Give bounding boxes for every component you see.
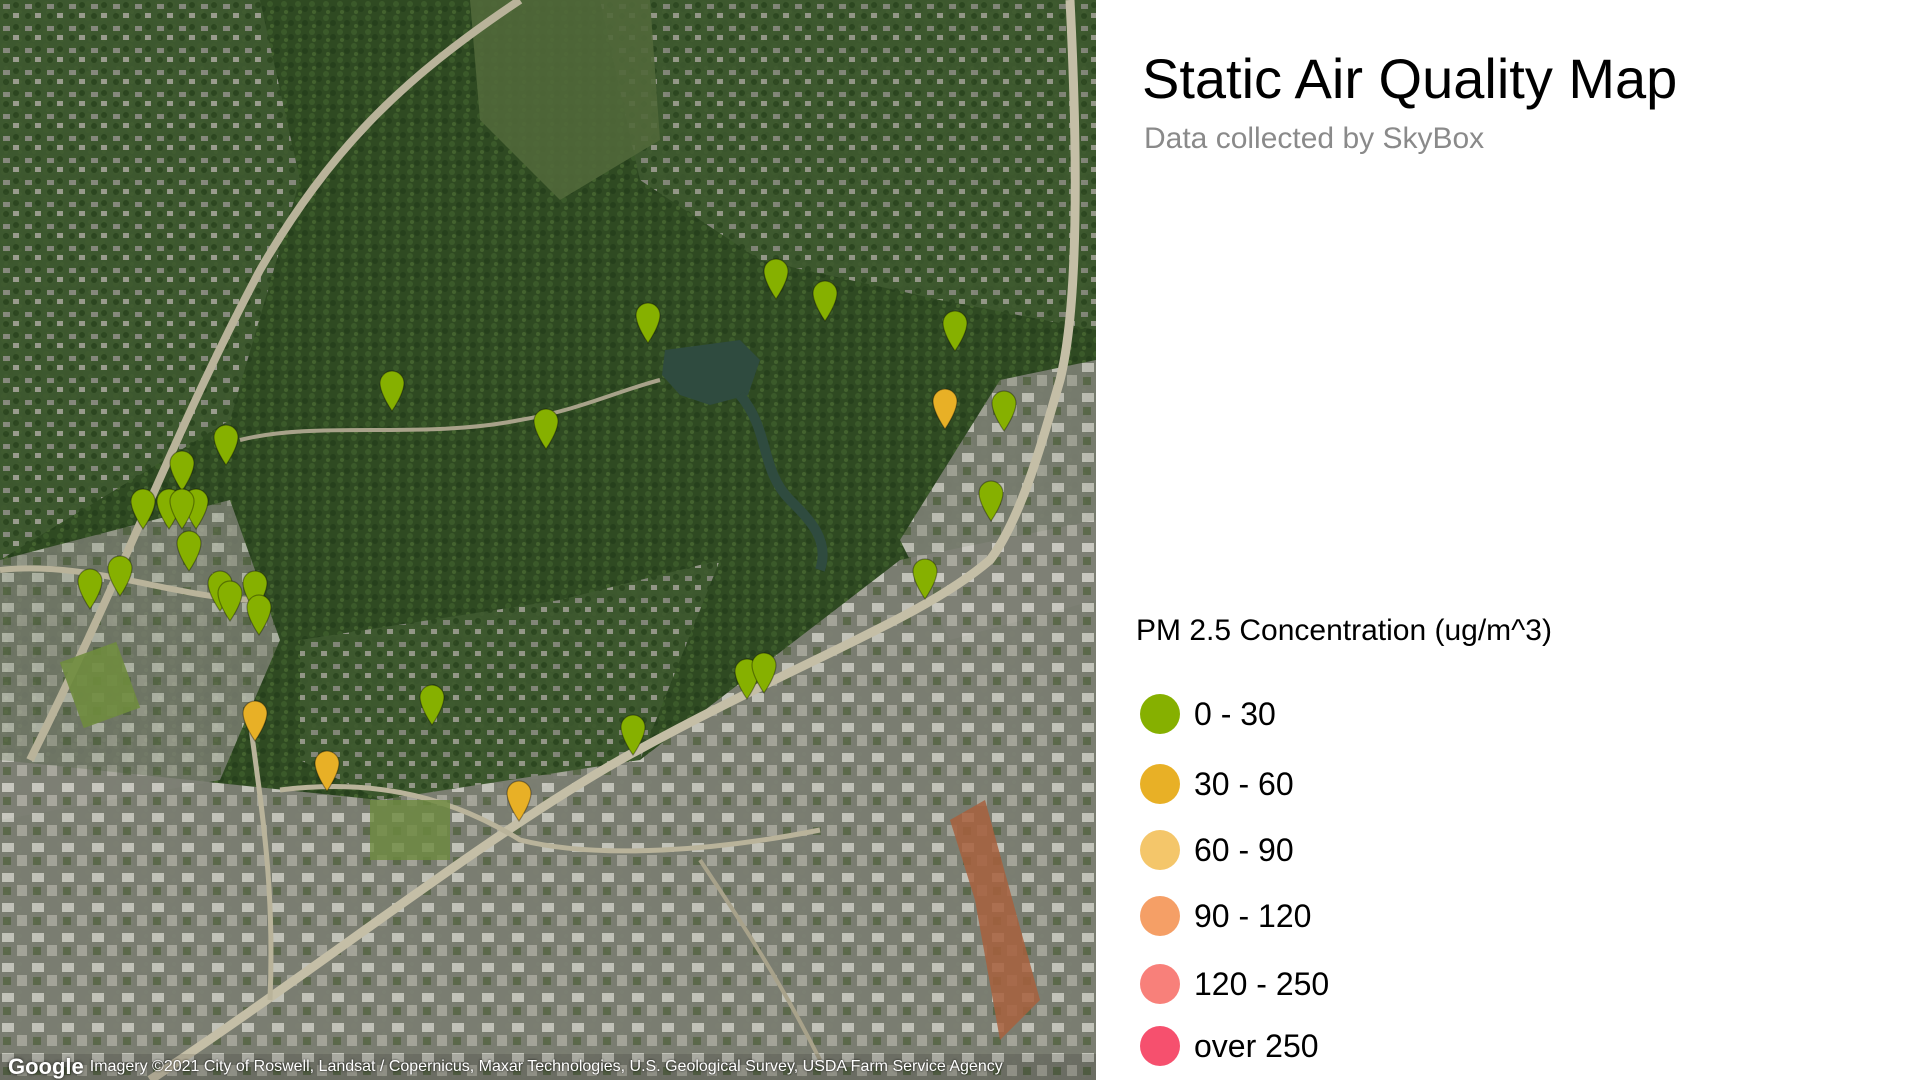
page-subtitle: Data collected by SkyBox [1144, 122, 1485, 155]
legend-label: 60 - 90 [1194, 831, 1294, 868]
map-pin-icon[interactable] [749, 650, 779, 694]
legend-swatch [1140, 964, 1180, 1004]
map-pin-icon[interactable] [810, 278, 840, 322]
map-pin-icon[interactable] [910, 556, 940, 600]
legend-label: over 250 [1194, 1027, 1319, 1064]
map-pin-icon[interactable] [128, 486, 158, 530]
google-logo: Google [8, 1054, 84, 1079]
legend-title: PM 2.5 Concentration (ug/m^3) [1136, 614, 1552, 647]
map-pin-icon[interactable] [930, 386, 960, 430]
map-pin-icon[interactable] [240, 698, 270, 742]
map-pin-icon[interactable] [244, 592, 274, 636]
map-pin-icon[interactable] [215, 578, 245, 622]
map-pin-icon[interactable] [618, 712, 648, 756]
map-pin-icon[interactable] [761, 256, 791, 300]
legend-item-60-90: 60 - 90 [1140, 830, 1294, 870]
legend-label: 90 - 120 [1194, 897, 1312, 934]
legend-item-0-30: 0 - 30 [1140, 694, 1276, 734]
imagery-credit[interactable]: Imagery ©2021 City of Roswell, Landsat /… [89, 1058, 1003, 1075]
legend-label: 30 - 60 [1194, 765, 1294, 802]
legend-swatch [1140, 830, 1180, 870]
legend-item-90-120: 90 - 120 [1140, 896, 1311, 936]
legend-swatch [1140, 694, 1180, 734]
legend-item-120-250: 120 - 250 [1140, 964, 1329, 1004]
legend-swatch [1140, 1026, 1180, 1066]
map-pin-icon[interactable] [312, 748, 342, 792]
legend-label: 0 - 30 [1194, 695, 1276, 732]
legend-swatch [1140, 764, 1180, 804]
map-pin-icon[interactable] [633, 300, 663, 344]
legend-item-30-60: 30 - 60 [1140, 764, 1294, 804]
map-pin-icon[interactable] [105, 553, 135, 597]
legend-item-over-250: over 250 [1140, 1026, 1319, 1066]
map-pin-icon[interactable] [167, 486, 197, 530]
page-title: Static Air Quality Map [1142, 47, 1678, 110]
satellite-imagery [0, 0, 1096, 1080]
legend-swatch [1140, 896, 1180, 936]
map-pin-icon[interactable] [75, 566, 105, 610]
legend-label: 120 - 250 [1194, 965, 1330, 1002]
map-pin-icon[interactable] [989, 388, 1019, 432]
map-pin-icon[interactable] [377, 368, 407, 412]
satellite-map[interactable]: Google Imagery ©2021 City of Roswell, La… [0, 0, 1096, 1080]
map-pin-icon[interactable] [504, 778, 534, 822]
map-pin-icon[interactable] [940, 308, 970, 352]
map-pin-icon[interactable] [211, 422, 241, 466]
map-attribution: Google Imagery ©2021 City of Roswell, La… [0, 1054, 1096, 1080]
map-pin-icon[interactable] [531, 406, 561, 450]
map-pin-icon[interactable] [976, 478, 1006, 522]
map-pin-icon[interactable] [167, 448, 197, 492]
map-pin-icon[interactable] [174, 528, 204, 572]
map-pin-icon[interactable] [417, 682, 447, 726]
